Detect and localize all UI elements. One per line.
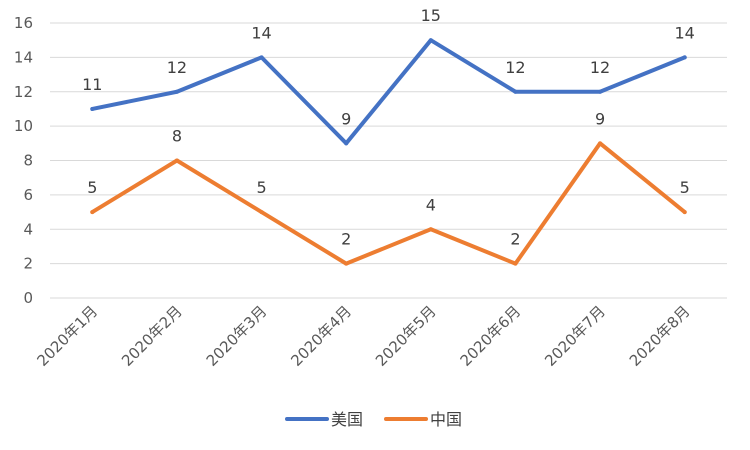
data-label: 4 <box>426 195 436 214</box>
y-axis: 0 2 4 6 8 10 12 14 16 <box>14 14 33 307</box>
data-label: 11 <box>82 75 102 94</box>
data-point <box>259 210 264 215</box>
data-label: 12 <box>167 58 187 77</box>
data-point <box>90 210 95 215</box>
data-point <box>598 141 603 146</box>
data-label: 5 <box>680 178 690 197</box>
y-tick-label: 2 <box>23 255 33 273</box>
data-point <box>259 55 264 60</box>
data-point <box>513 261 518 266</box>
data-point <box>428 227 433 232</box>
x-tick-label: 2020年2月 <box>118 302 186 370</box>
data-label: 2 <box>510 230 520 249</box>
x-tick-label: 2020年8月 <box>626 302 694 370</box>
y-tick-label: 8 <box>23 152 33 170</box>
data-label: 2 <box>341 230 351 249</box>
x-tick-label: 2020年1月 <box>33 302 101 370</box>
x-tick-label: 2020年4月 <box>287 302 355 370</box>
series-group <box>90 38 687 266</box>
x-axis: 2020年1月 2020年2月 2020年3月 2020年4月 2020年5月 2020年… <box>33 302 693 370</box>
y-tick-label: 14 <box>14 48 33 66</box>
legend-label: 中国 <box>430 410 462 429</box>
data-labels: 11 12 14 9 15 12 12 14 5 8 5 2 4 2 9 5 <box>82 6 695 248</box>
data-label: 14 <box>675 23 695 42</box>
data-point <box>682 55 687 60</box>
data-point <box>513 89 518 94</box>
data-point <box>598 89 603 94</box>
data-label: 15 <box>421 6 441 25</box>
data-point <box>682 210 687 215</box>
data-label: 5 <box>87 178 97 197</box>
series-line <box>90 38 687 146</box>
legend-label: 美国 <box>331 410 363 429</box>
series-line <box>90 141 687 266</box>
y-tick-label: 12 <box>14 83 33 101</box>
data-label: 12 <box>505 58 525 77</box>
data-point <box>344 261 349 266</box>
data-label: 8 <box>172 127 182 146</box>
data-point <box>428 38 433 43</box>
x-tick-label: 2020年5月 <box>372 302 440 370</box>
y-tick-label: 16 <box>14 14 33 32</box>
y-tick-label: 4 <box>23 220 33 238</box>
x-tick-label: 2020年6月 <box>457 302 525 370</box>
y-tick-label: 10 <box>14 117 33 135</box>
data-label: 14 <box>251 23 271 42</box>
data-label: 5 <box>256 178 266 197</box>
data-point <box>90 106 95 111</box>
gridlines <box>50 22 727 299</box>
data-label: 9 <box>341 109 351 128</box>
x-tick-label: 2020年7月 <box>541 302 609 370</box>
data-point <box>344 141 349 146</box>
data-label: 12 <box>590 58 610 77</box>
data-label: 9 <box>595 109 605 128</box>
y-tick-label: 6 <box>23 186 33 204</box>
y-tick-label: 0 <box>23 289 33 307</box>
data-point <box>174 158 179 163</box>
data-point <box>174 89 179 94</box>
x-tick-label: 2020年3月 <box>203 302 271 370</box>
legend: 美国 中国 <box>285 410 462 429</box>
